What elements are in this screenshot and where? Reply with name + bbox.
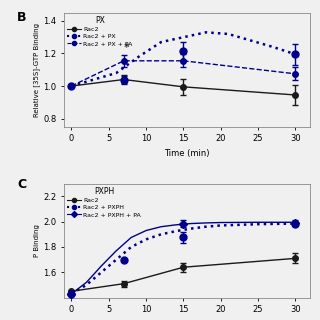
Y-axis label: P Binding: P Binding: [34, 224, 40, 257]
Text: C: C: [17, 178, 26, 191]
Legend: Rac2, Rac2 + PX, Rac2 + PX + PA: Rac2, Rac2 + PX, Rac2 + PX + PA: [67, 16, 133, 47]
X-axis label: Time (min): Time (min): [164, 149, 210, 158]
Y-axis label: Relative [35S]-GTP Binding: Relative [35S]-GTP Binding: [34, 23, 40, 117]
Legend: Rac2, Rac2 + PXPH, Rac2 + PXPH + PA: Rac2, Rac2 + PXPH, Rac2 + PXPH + PA: [67, 187, 141, 218]
Text: B: B: [17, 11, 27, 24]
Text: *: *: [123, 44, 129, 53]
